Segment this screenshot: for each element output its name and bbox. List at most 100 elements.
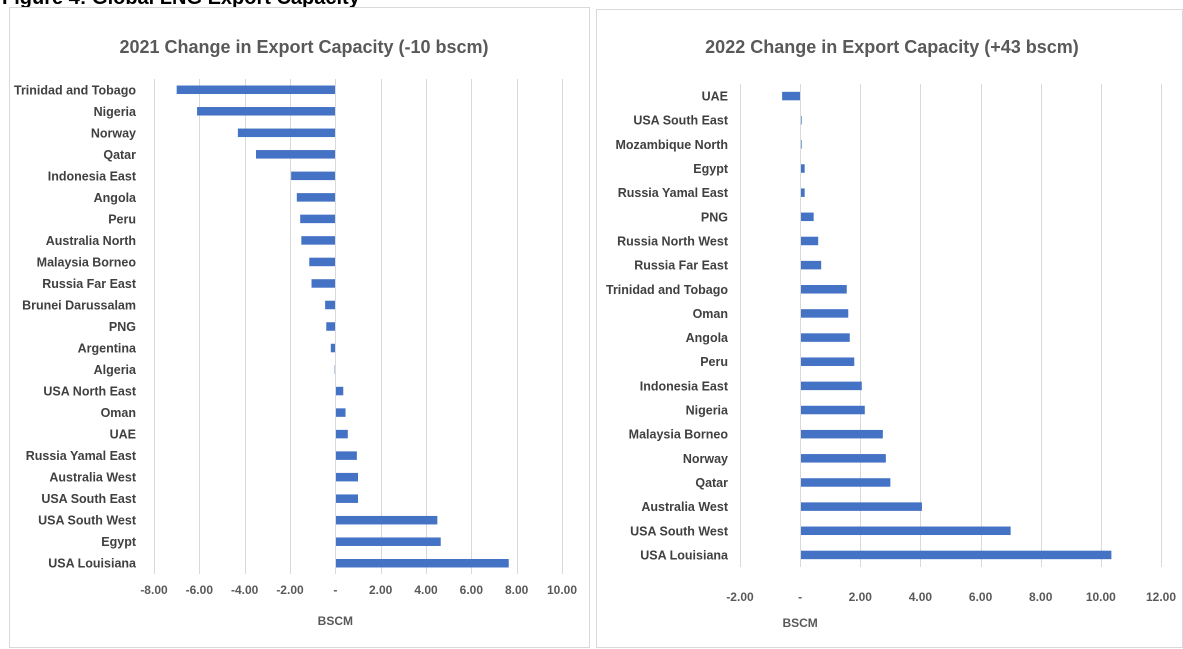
x-tick-label: 12.00	[1146, 590, 1176, 604]
category-labels-2022: UAE USA South East Mozambique North Egypt Ru…	[606, 90, 729, 563]
bar	[800, 502, 922, 511]
category-label: USA South West	[38, 514, 137, 528]
category-label: USA North East	[43, 385, 136, 399]
x-tick-label: 6.00	[460, 583, 484, 597]
x-tick-label: 10.00	[547, 583, 577, 597]
category-label: Oman	[101, 406, 136, 420]
category-label: PNG	[701, 210, 728, 224]
x-tick-label: 4.00	[414, 583, 438, 597]
bar	[330, 343, 336, 353]
x-tick-label: -2.00	[276, 583, 304, 597]
bar	[176, 85, 336, 95]
bar	[325, 300, 336, 310]
chart-panel-2022: 2022 Change in Export Capacity (+43 bscm…	[596, 9, 1183, 648]
category-label: UAE	[110, 428, 136, 442]
category-label: USA South East	[41, 492, 137, 506]
x-tick-labels-2022: -2.00-2.00 4.00 6.00 8.00 10.00 12.00	[726, 590, 1176, 604]
category-label: Mozambique North	[616, 138, 729, 152]
bar	[800, 212, 814, 222]
category-label: Egypt	[693, 162, 729, 176]
x-tick-label: 10.00	[1086, 590, 1116, 604]
x-tick-labels-2021: -8.00 -6.00 -4.00 -2.00-2.00 4.00 6.00 8.00 10.…	[140, 583, 577, 597]
bar	[311, 279, 336, 288]
bar	[309, 257, 336, 267]
category-label: Russia Far East	[634, 259, 729, 273]
category-label: Angola	[686, 331, 729, 345]
category-label: USA Louisiana	[48, 557, 137, 571]
x-tick-label: 8.00	[505, 583, 529, 597]
category-label: Russia Yamal East	[26, 449, 137, 463]
category-label: USA South West	[630, 524, 729, 538]
category-label: Qatar	[695, 476, 728, 490]
x-tick-label: 6.00	[969, 590, 993, 604]
bar	[800, 478, 891, 487]
chart-panel-2021: 2021 Change in Export Capacity (-10 bscm…	[9, 7, 590, 648]
category-label: Qatar	[103, 148, 136, 162]
category-label: Russia Far East	[42, 277, 137, 291]
bar	[291, 171, 336, 181]
category-label: Norway	[683, 452, 728, 466]
category-label: Malaysia Borneo	[629, 428, 729, 442]
bar	[800, 550, 1112, 560]
x-tick-label: -4.00	[231, 583, 259, 597]
bar	[301, 236, 336, 245]
bar	[197, 107, 336, 116]
category-label: USA Louisiana	[640, 548, 729, 562]
bar	[335, 451, 357, 460]
bar	[800, 405, 865, 415]
category-labels-2021: Trinidad and Tobago Nigeria Norway Qatar Ind…	[14, 83, 137, 570]
bar	[335, 429, 348, 439]
bar	[800, 526, 1011, 536]
category-label: Peru	[108, 212, 136, 226]
bar	[237, 128, 336, 138]
category-label: Argentina	[78, 342, 137, 356]
x-tick-label: 4.00	[909, 590, 933, 604]
bar	[335, 408, 346, 417]
category-label: Trinidad and Tobago	[14, 83, 136, 97]
bar	[335, 494, 358, 503]
x-tick-label: -6.00	[186, 583, 214, 597]
gridlines-2022	[740, 84, 1162, 567]
x-tick-label: 8.00	[1029, 590, 1053, 604]
category-label: Brunei Darussalam	[22, 298, 136, 312]
chart-title-2022: 2022 Change in Export Capacity (+43 bscm…	[705, 37, 1079, 57]
x-tick-label: -	[798, 590, 802, 604]
bar	[800, 285, 847, 294]
x-tick-label: -2.00	[726, 590, 754, 604]
bar	[800, 429, 883, 439]
category-label: USA South East	[633, 114, 729, 128]
bar	[782, 91, 801, 101]
category-label: Oman	[693, 307, 728, 321]
category-label: UAE	[702, 90, 728, 104]
chart-title-2021: 2021 Change in Export Capacity (-10 bscm…	[119, 37, 488, 57]
bars-2022	[782, 91, 1112, 560]
bar-chart-2021: 2021 Change in Export Capacity (-10 bscm…	[14, 37, 577, 628]
bar	[800, 454, 886, 463]
bar	[335, 537, 441, 546]
category-label: Nigeria	[686, 404, 729, 418]
bar	[800, 333, 850, 342]
bar	[800, 381, 862, 391]
x-axis-label-2022: BSCM	[782, 616, 817, 630]
category-label: Peru	[700, 355, 728, 369]
bar	[800, 188, 805, 197]
bar	[256, 150, 336, 159]
x-tick-label: 2.00	[369, 583, 393, 597]
category-label: Egypt	[101, 535, 137, 549]
category-label: Australia West	[641, 500, 728, 514]
x-tick-label: 2.00	[849, 590, 873, 604]
bar	[335, 472, 358, 482]
category-label: Trinidad and Tobago	[606, 283, 728, 297]
category-label: Nigeria	[94, 105, 137, 119]
bars-2021	[176, 85, 509, 568]
figure-title: Figure 4: Global LNG Export Capacity	[2, 0, 360, 10]
bar	[800, 236, 819, 246]
category-label: PNG	[109, 320, 136, 334]
category-label: Algeria	[94, 363, 137, 377]
bar	[800, 164, 805, 173]
category-label: Indonesia East	[640, 379, 729, 393]
bar	[335, 515, 438, 525]
bar	[300, 214, 336, 224]
bar	[800, 309, 849, 318]
category-label: Norway	[91, 126, 136, 140]
